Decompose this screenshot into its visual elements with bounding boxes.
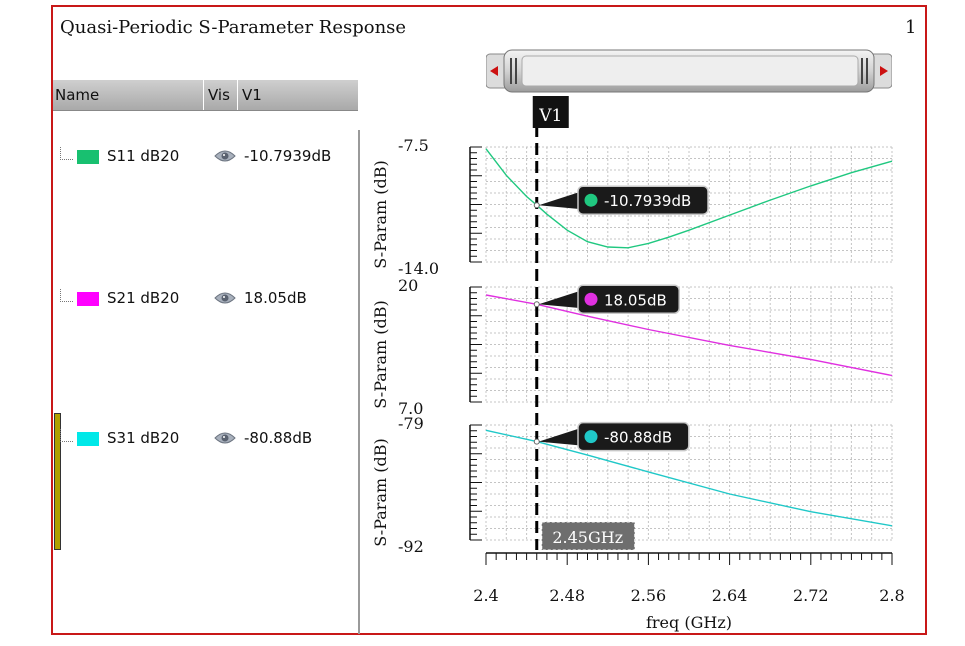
zoom-scrollbar[interactable]: [486, 48, 892, 94]
annotation-value: -80.88dB: [604, 429, 672, 447]
annotation-pointer: [538, 427, 582, 446]
y-tick-label-top: -7.5: [398, 136, 429, 155]
left-grip-icon[interactable]: [510, 58, 517, 84]
eye-icon[interactable]: [214, 290, 236, 306]
y-tick-label-bottom: -14.0: [398, 259, 439, 278]
annotation-box: [577, 421, 690, 452]
x-axis: 2.4 2.48 2.56 2.64 2.72 2.8 freq (GHz): [473, 552, 905, 632]
marker-value: -80.88dB: [244, 429, 313, 447]
x-tick-label: 2.56: [631, 586, 667, 605]
marker-annotation-2[interactable]: -80.88dB: [533, 421, 690, 452]
column-header-name[interactable]: Name: [55, 86, 100, 104]
tree-connector: [60, 147, 73, 160]
y-tick-label-bottom: 7.0: [398, 399, 423, 418]
marker-annotation-1[interactable]: 18.05dB: [533, 284, 680, 314]
annotation-value: -10.7939dB: [604, 192, 691, 210]
intersection-point: [533, 438, 540, 445]
intersection-point: [533, 202, 540, 209]
annotation-box: [577, 185, 709, 215]
trace-name: S31 dB20: [107, 429, 180, 447]
color-swatch: [77, 432, 99, 446]
y-tick-label-top: 20: [398, 276, 418, 295]
series-line-0[interactable]: [485, 148, 893, 249]
marker-value: -10.7939dB: [244, 147, 332, 165]
color-swatch: [77, 292, 99, 306]
annotation-box: [577, 284, 680, 314]
page-number: 1: [905, 17, 917, 38]
eye-icon[interactable]: [214, 430, 236, 446]
x-axis-label: freq (GHz): [646, 613, 732, 632]
x-tick-label: 2.72: [793, 586, 829, 605]
header-separator[interactable]: [237, 80, 238, 110]
tree-connector: [60, 429, 73, 442]
annotation-dot: [584, 193, 598, 207]
marker-value: 18.05dB: [244, 289, 307, 307]
window-title: Quasi-Periodic S-Parameter Response: [60, 17, 407, 38]
annotation-value: 18.05dB: [604, 291, 667, 309]
x-tick-label: 2.4: [473, 586, 498, 605]
annotation-dot: [584, 292, 598, 306]
legend-header: Name Vis V1: [53, 80, 358, 111]
eye-icon[interactable]: [214, 148, 236, 164]
y-axis-label: S-Param (dB): [371, 438, 390, 546]
selection-indicator: [54, 413, 61, 550]
trace-name: S11 dB20: [107, 147, 180, 165]
x-tick-label: 2.64: [712, 586, 748, 605]
marker-freq-label: 2.45GHz: [552, 528, 623, 547]
marker-label-box[interactable]: [532, 96, 569, 128]
y-tick-label-top: -79: [398, 414, 424, 433]
right-grip-icon[interactable]: [861, 58, 868, 84]
x-tick-label: 2.48: [549, 586, 585, 605]
scroll-left-arrow-icon[interactable]: [490, 66, 498, 76]
legend-splitter[interactable]: [358, 130, 360, 634]
intersection-point: [533, 301, 540, 308]
column-header-marker[interactable]: V1: [242, 86, 262, 104]
y-tick-label-bottom: -92: [398, 537, 424, 556]
y-axis-label: S-Param (dB): [371, 160, 390, 268]
annotation-pointer: [538, 191, 582, 210]
annotation-dot: [584, 430, 598, 444]
annotation-pointer: [538, 290, 582, 309]
marker-label: V1: [538, 106, 562, 126]
tree-connector: [60, 289, 73, 302]
strip-0[interactable]: -7.5 -14.0 S-Param (dB): [371, 136, 893, 278]
strip-1[interactable]: 20 7.0 S-Param (dB): [371, 276, 893, 418]
header-separator[interactable]: [203, 80, 204, 110]
trace-name: S21 dB20: [107, 289, 180, 307]
marker-freq-box[interactable]: [541, 521, 636, 551]
x-tick-label: 2.8: [879, 586, 904, 605]
scroll-thumb-center[interactable]: [521, 55, 859, 87]
marker-annotation-0[interactable]: -10.7939dB: [533, 185, 709, 215]
y-axis-label: S-Param (dB): [371, 300, 390, 408]
column-header-vis[interactable]: Vis: [208, 86, 230, 104]
scroll-right-arrow-icon[interactable]: [880, 66, 888, 76]
color-swatch: [77, 150, 99, 164]
